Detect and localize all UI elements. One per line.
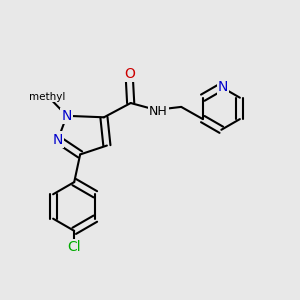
- Text: methyl: methyl: [29, 92, 65, 101]
- Text: N: N: [61, 109, 72, 123]
- Text: Cl: Cl: [68, 241, 81, 254]
- Text: O: O: [124, 67, 135, 81]
- Text: N: N: [218, 80, 228, 94]
- Text: NH: NH: [149, 105, 168, 118]
- Text: N: N: [53, 133, 63, 147]
